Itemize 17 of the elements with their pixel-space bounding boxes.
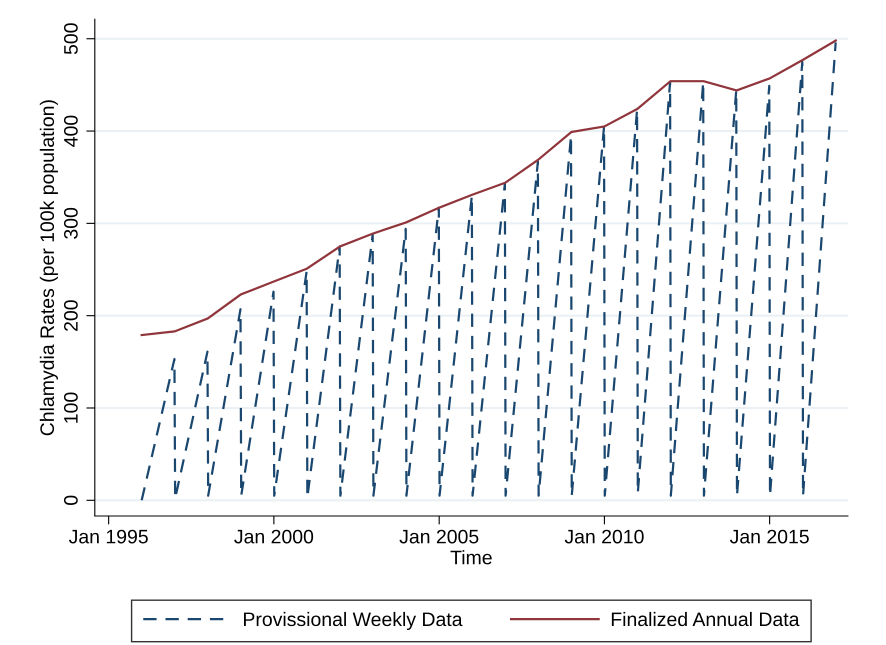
line-series: [140, 41, 837, 502]
x-tick-label: Jan 2000: [234, 530, 314, 544]
y-tick-label: 300: [64, 208, 78, 239]
x-tick-label: Jan 2005: [399, 530, 478, 544]
line-series: [140, 39, 837, 336]
legend-label: Finalized Annual Data: [612, 612, 800, 626]
x-tick-label: Jan 1995: [68, 530, 148, 544]
x-tick-label: Jan 2015: [730, 530, 809, 544]
y-tick-label: 0: [64, 496, 78, 505]
y-tick-label: 500: [64, 23, 78, 54]
y-tick-label: 400: [64, 116, 78, 147]
x-tick-label: Jan 2010: [564, 530, 644, 544]
y-tick-label: 200: [64, 300, 78, 331]
y-tick-label: 100: [64, 392, 78, 423]
legend-label: Provissional Weekly Data: [244, 612, 463, 630]
y-axis-title: Chlamydia Rates (per 100k population): [40, 100, 58, 436]
x-axis-title: Time: [450, 550, 492, 564]
